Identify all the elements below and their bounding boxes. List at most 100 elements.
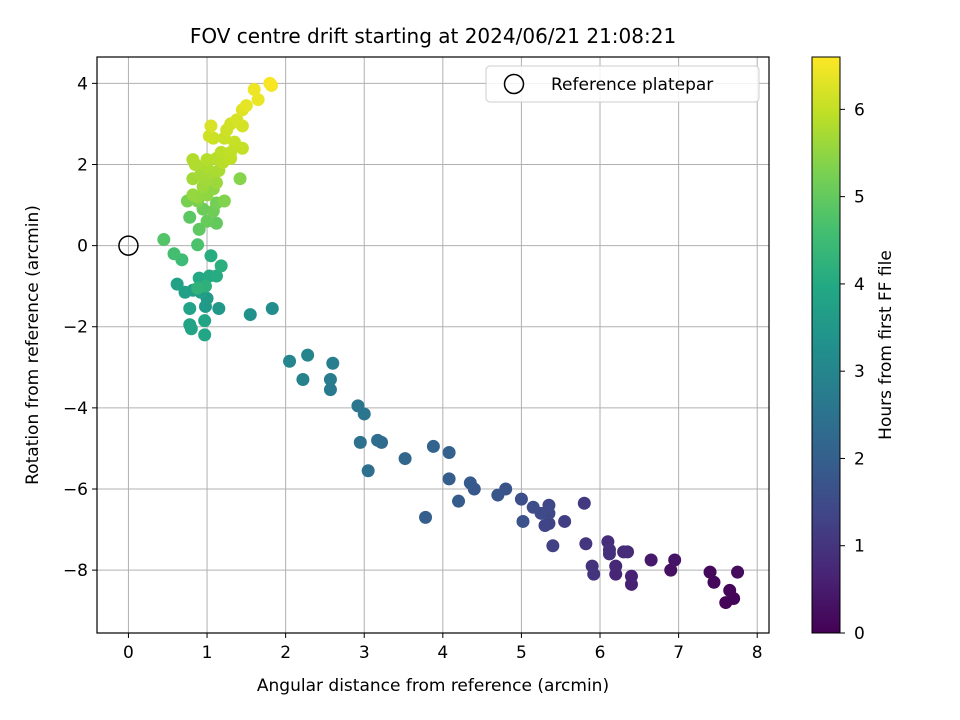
scatter-point bbox=[186, 153, 200, 167]
scatter-point bbox=[326, 356, 340, 370]
scatter-point bbox=[323, 372, 337, 386]
scatter-point bbox=[157, 233, 171, 247]
scatter-point bbox=[167, 247, 181, 261]
x-tick-label: 6 bbox=[595, 643, 606, 663]
scatter-point bbox=[265, 301, 279, 315]
scatter-point bbox=[209, 269, 223, 283]
scatter-point bbox=[283, 354, 297, 368]
scatter-point bbox=[426, 439, 440, 453]
scatter-point bbox=[296, 372, 310, 386]
plot-frame bbox=[96, 56, 770, 634]
colorbar-tick-label: 5 bbox=[854, 188, 865, 208]
scatter-point bbox=[558, 514, 572, 528]
scatter-point bbox=[228, 135, 242, 149]
scatter-point bbox=[204, 119, 218, 133]
y-tick-label: 2 bbox=[77, 155, 88, 175]
colorbar-tick-label: 4 bbox=[854, 275, 865, 295]
chart-title: FOV centre drift starting at 2024/06/21 … bbox=[190, 24, 676, 48]
scatter-point bbox=[398, 452, 412, 466]
scatter-point bbox=[191, 281, 205, 295]
scatter-point bbox=[251, 93, 265, 107]
x-axis-ticks: 0 1 2 3 4 5 6 7 8 bbox=[123, 633, 763, 663]
scatter-point bbox=[587, 567, 601, 581]
x-axis-label: Angular distance from reference (arcmin) bbox=[257, 676, 609, 696]
y-tick-label: 4 bbox=[77, 74, 88, 94]
scatter-point bbox=[351, 399, 365, 413]
scatter-point bbox=[183, 301, 197, 315]
scatter-point bbox=[361, 464, 375, 478]
colorbar-tick-label: 0 bbox=[854, 624, 865, 644]
scatter-point bbox=[514, 492, 528, 506]
colorbar-tick-label: 3 bbox=[854, 362, 865, 382]
y-tick-label: −2 bbox=[63, 318, 88, 338]
scatter-point bbox=[526, 500, 540, 514]
scatter-point bbox=[442, 472, 456, 486]
legend-box bbox=[485, 65, 760, 103]
scatter-point bbox=[664, 563, 678, 577]
scatter-point bbox=[463, 476, 477, 490]
scatter-point bbox=[577, 496, 591, 510]
scatter-point bbox=[703, 565, 717, 579]
scatter-point bbox=[214, 145, 228, 159]
scatter-point bbox=[609, 559, 623, 573]
scatter-point bbox=[209, 176, 223, 190]
scatter-point bbox=[419, 510, 433, 524]
scatter-point bbox=[183, 210, 197, 224]
scatter-point bbox=[579, 537, 593, 551]
scatter-point bbox=[233, 172, 247, 186]
scatter-point bbox=[200, 153, 214, 167]
reference-point bbox=[118, 235, 139, 256]
scatter-point bbox=[170, 277, 184, 291]
scatter-points bbox=[157, 76, 745, 610]
scatter-point bbox=[516, 514, 530, 528]
scatter-point bbox=[644, 553, 658, 567]
colorbar: 0 1 2 3 4 5 6 Hours from first FF file bbox=[811, 56, 896, 644]
scatter-point bbox=[186, 188, 200, 202]
scatter-point bbox=[200, 214, 214, 228]
colorbar-tick-label: 6 bbox=[854, 100, 865, 120]
scatter-point bbox=[602, 547, 616, 561]
scatter-point bbox=[230, 113, 244, 127]
scatter-point bbox=[202, 129, 216, 143]
y-axis-ticks: −8 −6 −4 −2 0 2 4 bbox=[63, 74, 97, 581]
reference-marker bbox=[118, 235, 139, 256]
scatter-point bbox=[731, 565, 745, 579]
scatter-point bbox=[212, 301, 226, 315]
scatter-point bbox=[198, 328, 212, 342]
x-tick-label: 4 bbox=[437, 643, 448, 663]
scatter-point bbox=[301, 348, 315, 362]
scatter-point bbox=[198, 314, 212, 328]
grid bbox=[97, 57, 769, 633]
scatter-point bbox=[452, 494, 466, 508]
colorbar-tick-label: 2 bbox=[854, 449, 865, 469]
scatter-point bbox=[191, 238, 205, 252]
scatter-point bbox=[617, 545, 631, 559]
scatter-point bbox=[263, 76, 277, 90]
legend-label: Reference platepar bbox=[551, 75, 713, 95]
x-tick-label: 0 bbox=[123, 643, 134, 663]
scatter-point bbox=[217, 194, 231, 208]
scatter-point bbox=[353, 435, 367, 449]
scatter-point bbox=[239, 99, 253, 113]
x-tick-label: 1 bbox=[202, 643, 213, 663]
colorbar-label: Hours from first FF file bbox=[876, 250, 896, 440]
legend: Reference platepar bbox=[485, 65, 760, 103]
scatter-point bbox=[323, 383, 337, 397]
colorbar-gradient bbox=[811, 56, 841, 634]
scatter-point bbox=[214, 259, 228, 273]
y-tick-label: −8 bbox=[63, 561, 88, 581]
scatter-point bbox=[491, 488, 505, 502]
scatter-point bbox=[707, 575, 721, 589]
y-axis-label: Rotation from reference (arcmin) bbox=[23, 205, 43, 485]
scatter-point bbox=[178, 285, 192, 299]
scatter-point bbox=[442, 445, 456, 459]
scatter-point bbox=[538, 519, 552, 533]
scatter-point bbox=[546, 539, 560, 553]
legend-open-circle-icon bbox=[503, 73, 525, 95]
scatter-point bbox=[723, 583, 737, 597]
scatter-point bbox=[243, 308, 257, 322]
scatter-point bbox=[668, 553, 682, 567]
scatter-point bbox=[624, 569, 638, 583]
